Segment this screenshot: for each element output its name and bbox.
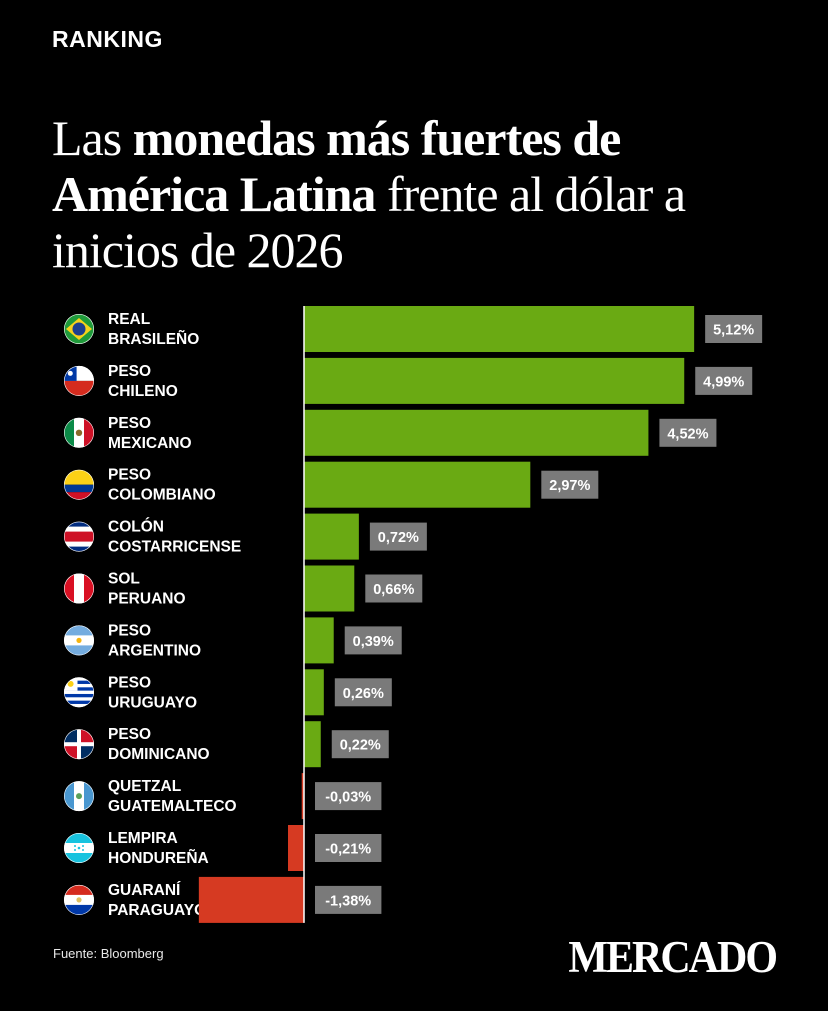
- category-label-line-1: GUARANÍ: [108, 882, 181, 899]
- bar-brazil: [304, 306, 695, 352]
- bar-mexico: [304, 409, 649, 456]
- bar-costa-rica: [304, 513, 359, 560]
- bar-guatemala: [301, 773, 304, 820]
- value-label: 5,12%: [713, 323, 754, 339]
- category-label-line-2: URUGUAYO: [108, 694, 197, 711]
- value-label: 2,97%: [549, 478, 590, 494]
- value-label-box: [334, 678, 392, 707]
- value-label: 0,26%: [343, 686, 384, 702]
- category-label-line-1: PESO: [108, 726, 151, 743]
- colombia-flag-icon: [64, 469, 94, 500]
- mexico-flag-icon: [64, 417, 94, 448]
- honduras-flag-icon: [64, 833, 94, 863]
- category-label-line-2: DOMINICANO: [108, 746, 210, 763]
- category-label-line-2: HONDUREÑA: [108, 849, 209, 867]
- category-label-line-1: PESO: [108, 674, 151, 691]
- value-label-box: [315, 834, 382, 862]
- value-label-box: [315, 782, 382, 811]
- category-label-line-1: PESO: [108, 467, 151, 484]
- bar-chile: [304, 357, 685, 404]
- value-label: 0,72%: [378, 530, 419, 546]
- argentina-flag-icon: [64, 625, 94, 656]
- dominican-republic-flag-icon: [64, 729, 94, 760]
- category-label-line-2: MEXICANO: [108, 435, 192, 452]
- value-label: -0,21%: [325, 842, 371, 858]
- bar-uruguay: [304, 669, 324, 716]
- brazil-flag-icon: [64, 314, 94, 344]
- bar-paraguay: [198, 876, 304, 923]
- title-part-bold: monedas más fuertes de América Latina: [52, 110, 621, 222]
- category-label-line-1: PESO: [108, 622, 151, 639]
- brand-logo: MERCADO: [568, 933, 778, 983]
- category-label-line-1: COLÓN: [108, 518, 164, 536]
- category-label-line-1: SOL: [108, 571, 140, 588]
- bar-argentina: [304, 617, 334, 664]
- chile-flag-icon: [64, 365, 94, 396]
- value-label: 0,66%: [373, 582, 414, 598]
- value-label-box: [365, 574, 423, 603]
- category-label-line-2: PERUANO: [108, 591, 186, 608]
- value-label-box: [369, 522, 427, 551]
- value-label: 0,39%: [353, 634, 394, 650]
- costa-rica-flag-icon: [64, 521, 94, 552]
- source-note: Fuente: Bloomberg: [53, 946, 164, 961]
- bar-peru: [304, 565, 355, 612]
- title-part-regular: Las: [52, 110, 133, 166]
- category-label-line-2: GUATEMALTECO: [108, 798, 237, 815]
- category-label-line-2: PARAGUAYO: [108, 902, 206, 919]
- title-part-regular-end: frente al dólar a inicios de 2026: [52, 166, 686, 278]
- category-label-line-2: BRASILEÑO: [108, 330, 199, 348]
- category-label-line-1: PESO: [108, 415, 151, 432]
- value-label-box: [344, 626, 402, 655]
- paraguay-flag-icon: [64, 884, 94, 915]
- value-label-box: [695, 366, 753, 395]
- value-label: -1,38%: [325, 893, 371, 909]
- peru-flag-icon: [64, 573, 94, 604]
- value-label-box: [541, 470, 599, 499]
- bar-colombia: [304, 461, 531, 508]
- bar-honduras: [287, 825, 304, 871]
- category-label-line-2: COSTARRICENSE: [108, 539, 241, 556]
- uruguay-flag-icon: [64, 677, 94, 708]
- value-label: 4,52%: [667, 426, 708, 442]
- category-label-line-2: COLOMBIANO: [108, 487, 216, 504]
- category-label-line-2: CHILENO: [108, 383, 178, 400]
- category-label-line-2: ARGENTINO: [108, 642, 201, 659]
- chart-title: Las monedas más fuertes de América Latin…: [52, 110, 792, 278]
- section-kicker: RANKING: [52, 26, 163, 52]
- value-label: 4,99%: [703, 374, 744, 390]
- category-label-line-1: LEMPIRA: [108, 830, 178, 847]
- value-label: 0,22%: [340, 738, 381, 754]
- value-label-box: [315, 885, 382, 914]
- value-label-box: [705, 315, 763, 343]
- category-label-line-1: REAL: [108, 311, 150, 328]
- category-label-line-1: PESO: [108, 363, 151, 380]
- bar-dominican-republic: [304, 721, 321, 768]
- value-label: -0,03%: [325, 790, 371, 806]
- guatemala-flag-icon: [64, 781, 94, 812]
- value-label-box: [331, 730, 389, 759]
- category-label-line-1: QUETZAL: [108, 778, 181, 795]
- value-label-box: [659, 418, 717, 447]
